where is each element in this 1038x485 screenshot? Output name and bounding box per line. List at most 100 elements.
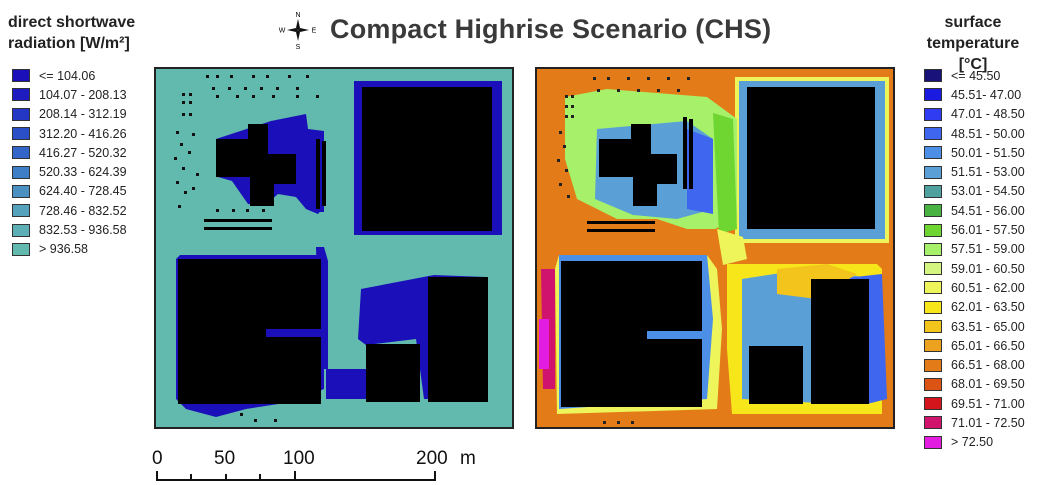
temperature-legend-label: 63.51 - 65.00 (951, 319, 1025, 334)
temperature-legend-swatch (924, 146, 942, 160)
compass-s-label: S (296, 44, 301, 50)
temperature-legend-label: 65.01 - 66.50 (951, 338, 1025, 353)
radiation-legend-item: > 936.58 (12, 240, 127, 259)
temperature-legend-item: 47.01 - 48.50 (924, 105, 1025, 124)
scale-tick-50: 50 (214, 448, 236, 469)
temperature-legend-label: 66.51 - 68.00 (951, 358, 1025, 373)
temperature-legend-swatch (924, 165, 942, 179)
scale-unit: m (460, 448, 476, 469)
temperature-legend-item: 71.01 - 72.50 (924, 413, 1025, 432)
temperature-legend-swatch (924, 416, 942, 430)
radiation-legend-swatch (12, 242, 30, 256)
temperature-legend-swatch (924, 435, 942, 449)
temperature-legend-swatch (924, 300, 942, 314)
temperature-legend-label: 51.51 - 53.00 (951, 165, 1025, 180)
radiation-legend-item: 104.07 - 208.13 (12, 85, 127, 104)
temperature-legend-swatch (924, 281, 942, 295)
temperature-legend-swatch (924, 242, 942, 256)
radiation-legend-label: 208.14 - 312.19 (39, 107, 127, 122)
temperature-legend-item: <= 45.50 (924, 66, 1025, 85)
temperature-legend-item: 45.51- 47.00 (924, 85, 1025, 104)
temperature-legend-item: 65.01 - 66.50 (924, 336, 1025, 355)
temperature-legend-item: 60.51 - 62.00 (924, 278, 1025, 297)
scale-tick-200: 200 (416, 448, 448, 469)
temperature-legend-swatch (924, 339, 942, 353)
temperature-legend-item: > 72.50 (924, 433, 1025, 452)
radiation-legend: <= 104.06 104.07 - 208.13 208.14 - 312.19 3… (12, 66, 127, 259)
temperature-legend-item: 63.51 - 65.00 (924, 317, 1025, 336)
radiation-legend-item: 312.20 - 416.26 (12, 124, 127, 143)
compass-rose-icon: N S E W (279, 12, 317, 50)
radiation-legend-label: 832.53 - 936.58 (39, 223, 127, 238)
temperature-legend-item: 51.51 - 53.00 (924, 162, 1025, 181)
temperature-legend-label: 53.01 - 54.50 (951, 184, 1025, 199)
radiation-legend-label: 312.20 - 416.26 (39, 126, 127, 141)
temperature-legend-item: 69.51 - 71.00 (924, 394, 1025, 413)
buildings (561, 87, 875, 407)
temperature-legend-item: 62.01 - 63.50 (924, 298, 1025, 317)
temperature-legend-label: 68.01 - 69.50 (951, 377, 1025, 392)
radiation-legend-label: 520.33 - 624.39 (39, 165, 127, 180)
temperature-map-canvas (539, 77, 889, 424)
compass-w-label: W (279, 28, 286, 35)
radiation-legend-swatch (12, 69, 30, 83)
scale-tick-0: 0 (152, 448, 163, 469)
temperature-legend-label: 59.01 - 60.50 (951, 261, 1025, 276)
radiation-legend-swatch (12, 223, 30, 237)
tree-rows (204, 139, 326, 230)
tree-dots (174, 75, 319, 422)
compass-e-label: E (312, 28, 317, 35)
left-legend-title: direct shortwave radiation [W/m²] (8, 12, 135, 54)
radiation-legend-label: <= 104.06 (39, 68, 96, 83)
temperature-legend-swatch (924, 127, 942, 141)
radiation-legend-label: > 936.58 (39, 242, 89, 257)
radiation-legend-item: <= 104.06 (12, 66, 127, 85)
radiation-legend-item: 624.40 - 728.45 (12, 182, 127, 201)
temperature-legend-item: 68.01 - 69.50 (924, 375, 1025, 394)
radiation-legend-swatch (12, 88, 30, 102)
temperature-legend-item: 50.01 - 51.50 (924, 143, 1025, 162)
right-legend-title-line1: surface (944, 14, 1002, 31)
temperature-legend-label: <= 45.50 (951, 68, 1001, 83)
radiation-legend-label: 104.07 - 208.13 (39, 87, 127, 102)
temperature-legend-label: 69.51 - 71.00 (951, 396, 1025, 411)
radiation-legend-swatch (12, 165, 30, 179)
radiation-legend-swatch (12, 204, 30, 218)
temperature-legend-label: 56.01 - 57.50 (951, 223, 1025, 238)
scale-tick-100: 100 (283, 448, 315, 469)
temperature-legend-swatch (924, 320, 942, 333)
temperature-legend-label: > 72.50 (951, 435, 994, 450)
temperature-legend: <= 45.50 45.51- 47.00 47.01 - 48.50 48.51 -… (924, 66, 1025, 452)
temperature-map (535, 67, 895, 429)
left-legend-title-line1: direct shortwave (8, 14, 136, 31)
buildings (178, 87, 492, 404)
temperature-legend-swatch (924, 204, 942, 218)
left-legend-title-line2: radiation [W/m²] (8, 35, 130, 52)
radiation-legend-item: 208.14 - 312.19 (12, 105, 127, 124)
temperature-legend-item: 56.01 - 57.50 (924, 220, 1025, 239)
radiation-legend-label: 624.40 - 728.45 (39, 184, 127, 199)
tree-rows (587, 117, 693, 232)
temperature-legend-label: 48.51 - 50.00 (951, 126, 1025, 141)
temperature-legend-swatch (924, 262, 942, 276)
temperature-legend-label: 71.01 - 72.50 (951, 415, 1025, 430)
temperature-legend-swatch (924, 223, 942, 237)
temperature-legend-label: 62.01 - 63.50 (951, 300, 1025, 315)
tree-dots (557, 77, 690, 424)
radiation-legend-swatch (12, 127, 30, 141)
radiation-legend-item: 520.33 - 624.39 (12, 162, 127, 181)
temperature-legend-item: 59.01 - 60.50 (924, 259, 1025, 278)
temperature-legend-item: 53.01 - 54.50 (924, 182, 1025, 201)
temperature-legend-item: 54.51 - 56.00 (924, 201, 1025, 220)
radiation-legend-label: 728.46 - 832.52 (39, 203, 127, 218)
temperature-legend-swatch (924, 107, 942, 121)
radiation-map (154, 67, 514, 429)
radiation-legend-label: 416.27 - 520.32 (39, 145, 127, 160)
temperature-legend-item: 48.51 - 50.00 (924, 124, 1025, 143)
radiation-legend-item: 728.46 - 832.52 (12, 201, 127, 220)
temperature-legend-label: 50.01 - 51.50 (951, 145, 1025, 160)
radiation-legend-swatch (12, 107, 30, 121)
temperature-legend-swatch (924, 184, 942, 198)
temperature-legend-label: 57.51 - 59.00 (951, 242, 1025, 257)
temperature-legend-label: 60.51 - 62.00 (951, 280, 1025, 295)
